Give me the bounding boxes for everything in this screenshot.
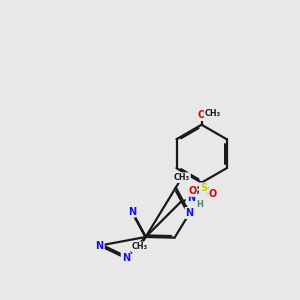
Text: CH₃: CH₃ — [205, 109, 221, 118]
Text: CH₃: CH₃ — [132, 242, 148, 251]
Text: N: N — [96, 241, 104, 250]
Text: O: O — [197, 110, 206, 120]
Text: N: N — [187, 193, 195, 203]
Text: N: N — [186, 208, 194, 218]
Text: O: O — [188, 186, 196, 196]
Text: CH₃: CH₃ — [174, 173, 190, 182]
Text: N: N — [128, 207, 136, 217]
Text: H: H — [196, 200, 203, 209]
Text: N: N — [122, 253, 130, 263]
Text: O: O — [209, 188, 217, 199]
Text: S: S — [200, 184, 207, 194]
